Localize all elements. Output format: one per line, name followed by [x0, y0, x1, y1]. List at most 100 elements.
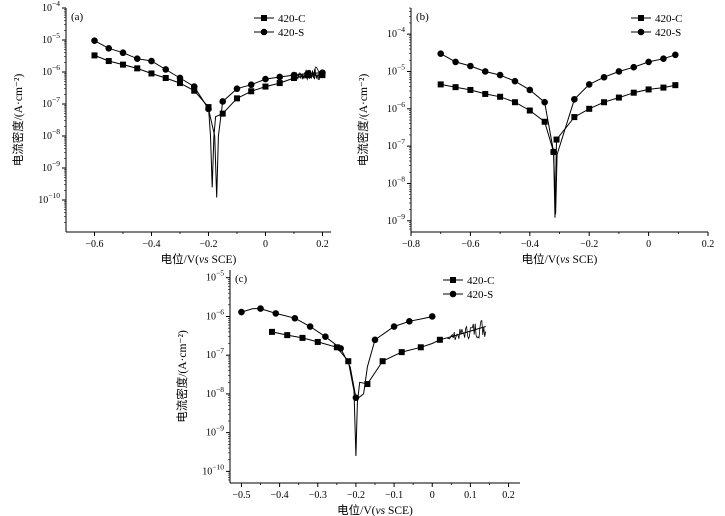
data-point-circle: [352, 394, 360, 401]
legend-marker-circle: [260, 28, 268, 36]
data-point-square: [276, 80, 283, 87]
data-point-circle: [550, 148, 557, 156]
x-tick-label: 0.1: [464, 490, 477, 501]
panel-label: (b): [416, 11, 429, 23]
data-point-square: [364, 381, 371, 388]
data-point-circle: [452, 58, 459, 66]
data-point-square: [645, 86, 652, 93]
data-point-circle: [371, 336, 379, 344]
panel-a: −0.6 −0.4 −0.2 0 0.2 10−10 10−9 10−8 10−7 10−6 10−…: [11, 0, 331, 266]
data-point-square: [148, 70, 155, 77]
series-line: [440, 53, 676, 215]
data-point-circle: [645, 58, 652, 66]
legend-label: 420-C: [278, 13, 306, 25]
data-point-circle: [306, 323, 314, 330]
y-tick-label: 10−8: [206, 385, 224, 400]
data-point-square: [398, 349, 405, 356]
y-tick-label: 10−7: [42, 95, 60, 110]
data-point-square: [436, 336, 443, 343]
legend: 420-C 420-S: [254, 13, 306, 39]
legend-marker-square: [638, 15, 644, 21]
data-point-square: [191, 87, 198, 94]
legend-label: 420-S: [278, 27, 304, 39]
data-point-circle: [276, 73, 284, 81]
y-tick-label: 10−6: [42, 63, 60, 78]
data-point-circle: [238, 308, 245, 316]
x-tick-label: −0.4: [142, 239, 160, 250]
series-noise: [293, 68, 320, 81]
series-420-C: [268, 319, 487, 457]
y-tick-label: 10−5: [42, 31, 60, 46]
x-tick-label: 0.2: [702, 239, 715, 250]
data-point-square: [482, 90, 489, 97]
y-tick-label: 10−4: [387, 25, 405, 40]
series-420-C: [91, 52, 326, 188]
data-point-square: [601, 99, 608, 106]
data-point-square: [379, 358, 386, 365]
data-point-square: [333, 344, 340, 351]
x-axis-label: 电位/V(vs SCE): [522, 252, 598, 266]
data-point-circle: [526, 86, 534, 94]
data-point-circle: [437, 50, 445, 57]
x-tick-label: −0.3: [309, 490, 327, 501]
data-point-circle: [105, 45, 113, 52]
x-tick-label: 0: [430, 490, 435, 501]
data-point-square: [615, 94, 622, 101]
data-point-circle: [406, 318, 413, 325]
y-tick-label: 10−7: [387, 137, 405, 152]
data-point-circle: [233, 85, 241, 93]
x-tick-label: −0.4: [271, 490, 289, 501]
y-tick-label: 10−10: [202, 462, 224, 477]
y-tick-label: 10−6: [206, 307, 224, 322]
x-tick-label: −0.5: [232, 490, 250, 501]
data-point-square: [586, 105, 593, 112]
data-point-square: [553, 136, 560, 143]
data-point-square: [176, 80, 183, 87]
y-tick-label: 10−9: [206, 424, 224, 439]
legend: 420-C 420-S: [443, 275, 495, 301]
y-axis-label: 电流密度/(A·cm⁻²): [175, 330, 189, 423]
data-point-circle: [585, 81, 593, 88]
data-point-square: [299, 334, 306, 341]
y-tick-label: 10−9: [387, 212, 405, 227]
panel-label: (a): [71, 11, 84, 23]
data-point-square: [262, 83, 269, 90]
x-tick-label: −0.1: [385, 490, 403, 501]
data-point-circle: [257, 305, 264, 312]
data-point-circle: [600, 73, 608, 81]
series-line: [94, 40, 323, 198]
data-point-circle: [148, 57, 155, 65]
x-tick-label: 0.2: [502, 490, 515, 501]
data-point-square: [134, 65, 141, 72]
data-point-square: [526, 107, 533, 114]
data-point-circle: [322, 333, 329, 341]
data-point-square: [162, 74, 169, 81]
data-point-square: [497, 93, 504, 100]
series-420-S: [91, 37, 326, 198]
data-point-circle: [390, 323, 398, 330]
data-point-circle: [428, 313, 436, 320]
series-420-S: [238, 305, 436, 401]
legend-marker-circle: [449, 290, 457, 298]
y-tick-label: 10−8: [42, 127, 60, 142]
data-point-square: [511, 99, 518, 106]
data-point-circle: [91, 37, 98, 45]
data-point-square: [541, 118, 548, 125]
data-point-square: [660, 84, 667, 91]
data-point-circle: [630, 63, 638, 71]
x-tick-label: 0.2: [316, 239, 329, 250]
legend-label: 420-S: [655, 27, 681, 39]
y-tick-label: 10−5: [206, 269, 224, 284]
data-point-square: [219, 110, 226, 117]
data-point-circle: [162, 66, 170, 73]
data-point-square: [314, 338, 321, 345]
data-point-circle: [291, 314, 299, 322]
data-point-square: [284, 332, 291, 339]
data-point-square: [630, 89, 637, 96]
data-point-square: [233, 95, 240, 102]
series-noise: [447, 319, 487, 341]
panel-label: (c): [235, 273, 248, 285]
y-tick-label: 10−9: [42, 159, 60, 174]
data-point-circle: [672, 51, 679, 59]
data-point-circle: [272, 310, 280, 317]
